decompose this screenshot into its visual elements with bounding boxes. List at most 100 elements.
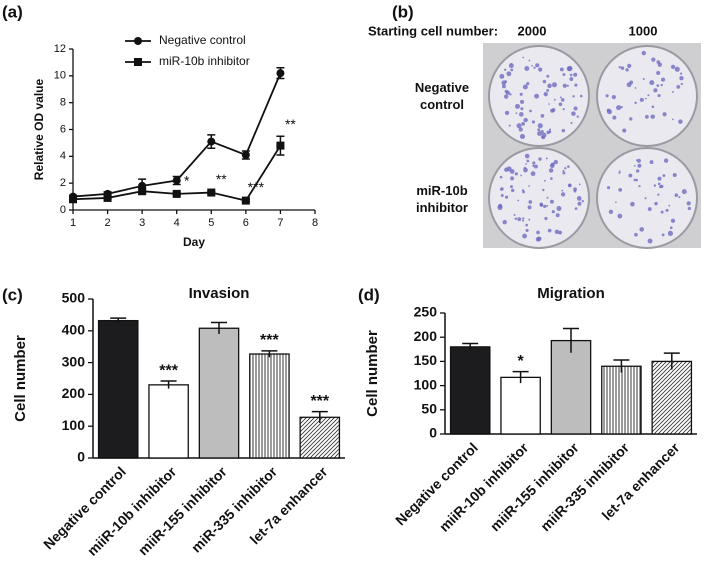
panel-label: (d) bbox=[358, 285, 380, 304]
colony bbox=[517, 217, 522, 222]
y-axis-label: Cell number bbox=[12, 335, 29, 422]
colony bbox=[525, 223, 528, 227]
photo-header: Starting cell number: bbox=[368, 23, 498, 38]
colony bbox=[679, 76, 684, 81]
colony bbox=[657, 176, 662, 181]
colony bbox=[639, 227, 645, 232]
colony bbox=[554, 229, 560, 234]
colony bbox=[543, 204, 547, 209]
y-tick-label: 0 bbox=[77, 449, 85, 465]
colony bbox=[669, 226, 673, 230]
colony bbox=[629, 80, 634, 85]
colony bbox=[526, 159, 530, 163]
marker bbox=[241, 150, 250, 159]
colony bbox=[620, 66, 625, 70]
colony bbox=[576, 196, 582, 201]
colony bbox=[573, 106, 578, 111]
row-label: Negative control bbox=[414, 80, 470, 112]
colony bbox=[680, 82, 683, 86]
colony bbox=[519, 92, 523, 96]
colony bbox=[534, 93, 540, 99]
colony bbox=[542, 79, 547, 84]
colony bbox=[573, 189, 577, 193]
marker bbox=[138, 187, 147, 196]
colony bbox=[661, 77, 666, 82]
bar bbox=[299, 416, 341, 459]
marker bbox=[276, 69, 285, 78]
x-tick-label: 3 bbox=[139, 217, 145, 229]
y-tick-label: 500 bbox=[62, 290, 86, 306]
colony bbox=[529, 109, 532, 113]
colony bbox=[560, 98, 565, 102]
colony bbox=[551, 82, 557, 88]
colony bbox=[504, 80, 508, 83]
y-tick-label: 0 bbox=[429, 425, 437, 441]
colony bbox=[520, 107, 524, 111]
chart-title: Migration bbox=[537, 285, 605, 302]
colony bbox=[548, 128, 552, 131]
bar bbox=[148, 384, 189, 459]
colony bbox=[674, 66, 680, 72]
plates bbox=[488, 45, 698, 249]
colony bbox=[630, 201, 635, 207]
colony bbox=[634, 232, 638, 237]
colony bbox=[545, 157, 548, 160]
colony bbox=[642, 77, 645, 81]
colony bbox=[687, 206, 692, 211]
bar bbox=[198, 327, 240, 459]
colony bbox=[566, 84, 569, 87]
colony bbox=[553, 159, 559, 165]
colony bbox=[504, 68, 507, 71]
colony bbox=[548, 103, 550, 105]
colony bbox=[522, 56, 525, 59]
y-tick-label: 6 bbox=[60, 123, 66, 135]
x-tick-label: miiR-10b inhibitor bbox=[84, 463, 180, 559]
colony bbox=[521, 121, 525, 126]
panel-label: (b) bbox=[392, 2, 414, 21]
colony bbox=[528, 185, 530, 187]
y-tick-label: 100 bbox=[414, 376, 438, 392]
colony bbox=[522, 84, 528, 90]
colony bbox=[667, 230, 674, 236]
colony bbox=[608, 209, 614, 214]
colony bbox=[536, 230, 540, 235]
colony bbox=[508, 63, 514, 69]
error-bar bbox=[110, 317, 127, 324]
colony bbox=[576, 115, 579, 118]
colony bbox=[661, 233, 665, 237]
colony bbox=[674, 193, 679, 198]
colony bbox=[647, 94, 650, 97]
colony bbox=[672, 90, 674, 93]
error-bar bbox=[261, 350, 278, 358]
x-tick-label: 8 bbox=[312, 217, 318, 229]
colony bbox=[627, 63, 632, 68]
colony bbox=[546, 88, 550, 92]
legend-label: Negative control bbox=[159, 33, 246, 47]
colony bbox=[645, 97, 647, 100]
y-tick-label: 100 bbox=[62, 417, 86, 433]
colony bbox=[620, 106, 623, 109]
colony bbox=[606, 186, 611, 190]
colony bbox=[550, 177, 553, 180]
colony bbox=[526, 82, 530, 86]
colony bbox=[509, 185, 513, 189]
colony bbox=[540, 130, 544, 134]
colony bbox=[562, 73, 566, 76]
colony bbox=[513, 213, 516, 216]
colony bbox=[660, 184, 664, 189]
colony bbox=[547, 83, 552, 89]
colony bbox=[660, 210, 664, 214]
colony bbox=[567, 183, 572, 188]
colony bbox=[634, 87, 637, 89]
colony bbox=[517, 199, 520, 202]
colony bbox=[538, 67, 543, 72]
y-tick-label: 10 bbox=[54, 70, 66, 82]
colony bbox=[686, 201, 691, 206]
y-tick-label: 300 bbox=[62, 353, 86, 369]
colony bbox=[641, 50, 646, 56]
marker bbox=[172, 189, 181, 198]
colony bbox=[520, 99, 525, 104]
marker bbox=[69, 195, 77, 204]
legend-label: miR-10b inhibitor bbox=[159, 54, 250, 68]
